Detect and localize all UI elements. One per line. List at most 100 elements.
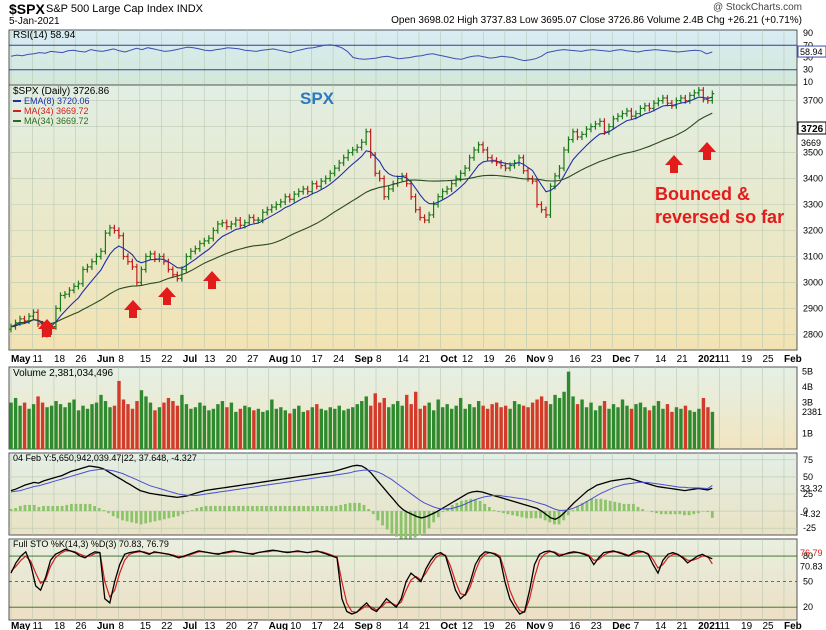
price-bar [121, 232, 126, 260]
ticker-name: S&P 500 Large Cap Index INDX [46, 3, 203, 15]
bottom-x-tick-19: 21 [419, 621, 431, 630]
price-bar [31, 309, 36, 320]
x-tick-31: 21 [677, 354, 689, 365]
macd-histogram-bar [627, 503, 631, 512]
volume-bar [337, 405, 341, 449]
volume-bar [81, 405, 85, 449]
price-bar [656, 97, 661, 107]
volume-bar [616, 407, 620, 449]
price-bar [467, 154, 472, 172]
price-bar [620, 110, 625, 120]
price-bar [139, 266, 144, 286]
macd-histogram-bar [325, 505, 329, 512]
bottom-x-tick-26: 16 [569, 621, 581, 630]
price-bar [62, 291, 67, 299]
macd-histogram-bar [371, 511, 375, 515]
macd-histogram-bar [492, 510, 496, 512]
macd-histogram-bar [427, 511, 431, 529]
price-bar [566, 136, 571, 154]
bottom-x-tick-6: 15 [140, 621, 152, 630]
price-bar [278, 198, 283, 208]
volume-bar [13, 397, 18, 449]
macd-histogram-bar [83, 503, 87, 512]
volume-bar [351, 407, 355, 449]
macd-histogram-bar [506, 511, 510, 515]
volume-bar [679, 408, 683, 449]
ma34-line [10, 112, 713, 328]
macd-histogram-bar [687, 511, 691, 516]
annotation-line-2: reversed so far [655, 207, 784, 227]
stochastic-d-line [10, 550, 713, 614]
price-bar [561, 146, 566, 172]
macd-signal-line [10, 468, 713, 511]
volume-bar [692, 411, 697, 449]
macd-histogram-bar [353, 502, 357, 512]
macd-histogram-bar [543, 511, 547, 521]
volume-bar [490, 404, 494, 449]
volume-bar [270, 399, 274, 449]
macd-histogram-bar [710, 511, 714, 518]
volume-bar [247, 407, 252, 449]
volume-bar [99, 394, 103, 449]
price-bar [346, 149, 351, 161]
price-bar [692, 89, 697, 99]
price-legend-swatch-0 [13, 100, 21, 102]
macd-histogram-bar [306, 505, 310, 512]
volume-bar [481, 405, 485, 449]
bottom-x-tick-5: 8 [118, 621, 124, 630]
volume-bar [463, 408, 467, 449]
price-tick-2900: 2900 [803, 303, 823, 313]
macd-histogram-bar [139, 511, 143, 525]
volume-bar [274, 408, 279, 449]
volume-bar [494, 402, 499, 449]
volume-bar [139, 390, 144, 449]
macd-line [10, 464, 713, 521]
macd-histogram-bar [158, 511, 162, 521]
volume-bar [656, 401, 661, 449]
volume-bar [189, 408, 193, 449]
price-bar [674, 97, 679, 109]
macd-histogram-bar [107, 511, 110, 514]
stochastic-panel [8, 538, 798, 621]
price-legend-entry-1: MA(34) 3669.72 [24, 106, 89, 116]
volume-bar [45, 407, 49, 449]
macd-histogram-bar [116, 511, 120, 519]
volume-bar [683, 405, 688, 449]
price-bar [418, 206, 423, 221]
macd-histogram-bar [144, 511, 148, 524]
price-bar [67, 287, 72, 298]
x-tick-5: 8 [118, 354, 124, 365]
volume-bar [449, 408, 454, 449]
volume-bar [319, 408, 323, 449]
macd-histogram-bar [641, 509, 645, 512]
price-bar [472, 146, 477, 161]
x-tick-13: 10 [290, 354, 302, 365]
volume-tick-1: 4B [802, 382, 813, 392]
macd-histogram-bar [367, 509, 371, 512]
macd-histogram-bar [297, 505, 301, 512]
volume-bar [701, 397, 706, 449]
volume-bar [485, 408, 490, 449]
ticker-fullname: S&P 500 Large Cap Index [46, 3, 174, 15]
macd-histogram-bar [613, 501, 617, 512]
price-bar [206, 235, 211, 244]
volume-bar [67, 402, 72, 449]
volume-bar [409, 404, 413, 449]
macd-histogram-bar [251, 505, 254, 512]
macd-histogram-bar [153, 511, 157, 522]
rsi-last-value: 58.94 [800, 47, 823, 57]
price-panel [8, 84, 798, 351]
macd-histogram-bar [432, 511, 436, 523]
price-bar [112, 224, 117, 234]
price-bar [463, 165, 468, 177]
bottom-x-tick-3: 26 [75, 621, 87, 630]
price-bar [647, 102, 652, 112]
volume-bar [166, 397, 171, 449]
price-bar [548, 183, 553, 219]
price-legend-title: $SPX (Daily) 3726.86 [13, 86, 110, 97]
macd-histogram-bar [399, 511, 403, 540]
price-bar [71, 283, 76, 294]
price-bar [229, 220, 234, 230]
volume-bar [629, 408, 634, 449]
volume-bar [575, 404, 580, 449]
